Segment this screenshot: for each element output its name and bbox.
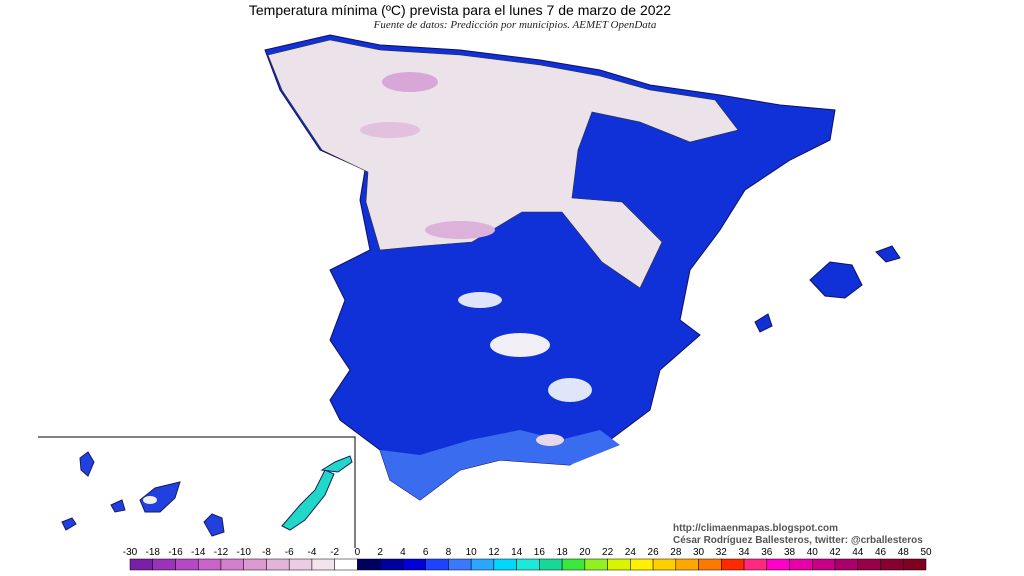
legend-tick-label: -30 bbox=[123, 547, 138, 558]
colorbar: -30 -18 -16 -14 -12 -10 -8 -6 -4 -2 0 2 4 6 8 10 12 14 16 1… bbox=[123, 547, 932, 571]
color-swatch bbox=[402, 558, 426, 571]
color-swatch bbox=[516, 558, 540, 571]
cold-spot bbox=[425, 221, 495, 239]
color-swatch bbox=[288, 558, 313, 571]
legend-tick-label: 42 bbox=[829, 547, 841, 558]
legend-tick-label: -12 bbox=[214, 547, 229, 558]
color-swatch bbox=[630, 558, 654, 571]
island bbox=[110, 499, 126, 513]
color-swatch bbox=[903, 558, 927, 571]
legend-tick-label: 30 bbox=[693, 547, 705, 558]
legend-tick-label: 14 bbox=[511, 547, 523, 558]
legend-tick-label: 6 bbox=[423, 547, 429, 558]
legend-tick-label: 16 bbox=[534, 547, 546, 558]
legend-tick-label: 10 bbox=[466, 547, 478, 558]
legend-tick-label: 22 bbox=[602, 547, 614, 558]
color-swatch bbox=[175, 558, 199, 571]
color-swatch bbox=[493, 558, 517, 571]
color-swatch bbox=[425, 558, 449, 571]
legend-tick-label: 44 bbox=[852, 547, 864, 558]
cold-spot bbox=[458, 292, 502, 308]
color-swatch bbox=[857, 558, 881, 571]
legend-tick-label: 18 bbox=[557, 547, 569, 558]
inset-frame bbox=[38, 436, 356, 548]
color-swatch bbox=[675, 558, 699, 571]
legend-tick-label: -16 bbox=[168, 547, 183, 558]
island bbox=[281, 469, 335, 531]
color-swatch bbox=[448, 558, 472, 571]
cold-spot bbox=[143, 496, 157, 504]
island bbox=[61, 517, 77, 531]
color-swatch bbox=[766, 558, 790, 571]
subtitle: Fuente de datos: Predicción por municipi… bbox=[373, 19, 657, 31]
color-swatch bbox=[561, 558, 586, 571]
island bbox=[203, 513, 225, 537]
legend-tick-label: -2 bbox=[330, 547, 339, 558]
legend-tick-label: 0 bbox=[355, 547, 361, 558]
island bbox=[320, 455, 353, 473]
color-swatch bbox=[880, 558, 904, 571]
cold-spot bbox=[548, 378, 592, 402]
color-swatch bbox=[379, 558, 404, 571]
color-swatch bbox=[152, 558, 176, 571]
color-swatch bbox=[584, 558, 608, 571]
color-swatch bbox=[357, 558, 381, 571]
legend-tick-label: 4 bbox=[400, 547, 406, 558]
menorca bbox=[875, 245, 901, 263]
legend-tick-label: -6 bbox=[285, 547, 294, 558]
color-swatch bbox=[266, 558, 290, 571]
legend-tick-label: 34 bbox=[738, 547, 750, 558]
island bbox=[79, 451, 95, 477]
legend-tick-label: 32 bbox=[716, 547, 728, 558]
color-swatch bbox=[470, 558, 495, 571]
color-swatch bbox=[789, 558, 813, 571]
legend-tick-label: 2 bbox=[377, 547, 383, 558]
legend-tick-label: 26 bbox=[648, 547, 660, 558]
credit: César Rodríguez Ballesteros, twitter: @c… bbox=[673, 535, 923, 546]
color-swatch bbox=[721, 558, 745, 571]
legend-tick-label: 48 bbox=[898, 547, 910, 558]
legend-tick-label: -4 bbox=[307, 547, 316, 558]
legend-tick-label: 40 bbox=[807, 547, 819, 558]
south-light-band bbox=[380, 430, 620, 500]
cold-spot bbox=[536, 434, 564, 446]
color-swatch bbox=[607, 558, 631, 571]
legend-tick-label: -18 bbox=[146, 547, 161, 558]
mallorca bbox=[809, 261, 863, 299]
title: Temperatura mínima (ºC) prevista para el… bbox=[249, 2, 671, 18]
legend-tick-label: 46 bbox=[875, 547, 887, 558]
legend-tick-label: 28 bbox=[670, 547, 682, 558]
color-swatch bbox=[197, 558, 222, 571]
color-swatch bbox=[652, 558, 677, 571]
color-swatch bbox=[334, 558, 358, 571]
legend-tick-label: 38 bbox=[784, 547, 796, 558]
color-swatch bbox=[812, 558, 836, 571]
legend-tick-label: 50 bbox=[920, 547, 932, 558]
legend-tick-label: 24 bbox=[625, 547, 637, 558]
legend-tick-label: 20 bbox=[579, 547, 591, 558]
color-swatch bbox=[129, 558, 153, 571]
legend-tick-label: 8 bbox=[446, 547, 452, 558]
color-swatch bbox=[539, 558, 563, 571]
color-swatch bbox=[311, 558, 335, 571]
legend-tick-label: -10 bbox=[236, 547, 251, 558]
cold-spot bbox=[490, 333, 550, 357]
credit: http://climaenmapas.blogspot.com bbox=[673, 523, 838, 534]
color-swatch bbox=[698, 558, 722, 571]
cold-spot bbox=[360, 122, 420, 138]
ibiza bbox=[754, 313, 773, 333]
color-swatch bbox=[834, 558, 859, 571]
legend-tick-label: -14 bbox=[191, 547, 206, 558]
color-swatch bbox=[243, 558, 267, 571]
color-swatch bbox=[220, 558, 244, 571]
legend-tick-label: 12 bbox=[488, 547, 500, 558]
cold-spot bbox=[382, 72, 438, 92]
legend-tick-label: 36 bbox=[761, 547, 773, 558]
color-swatch bbox=[743, 558, 768, 571]
legend-tick-label: -8 bbox=[262, 547, 271, 558]
mainland-cold bbox=[267, 39, 739, 289]
island bbox=[139, 481, 181, 513]
